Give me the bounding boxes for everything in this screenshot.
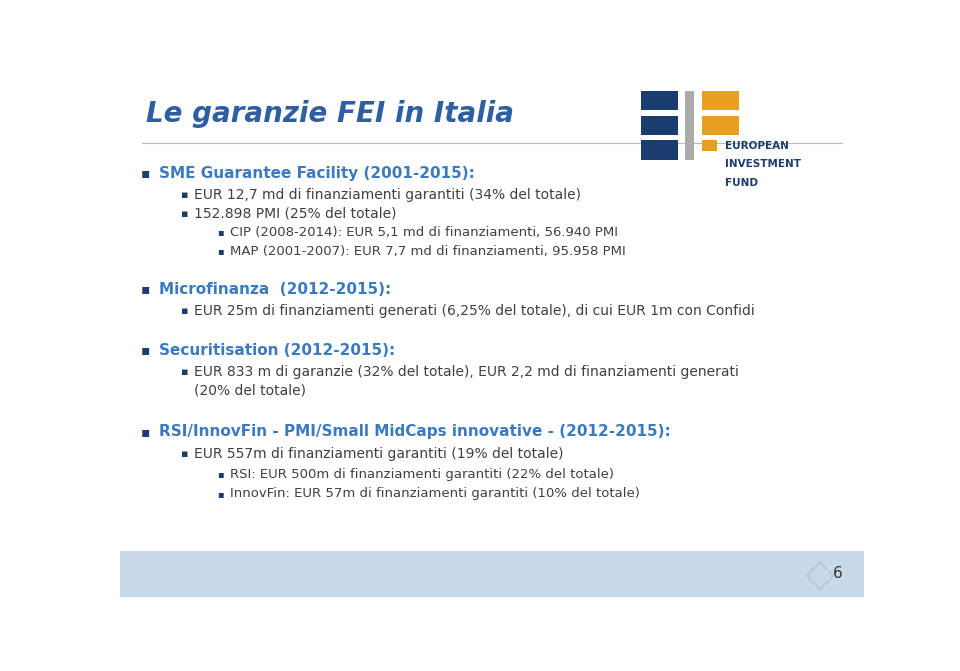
Text: EUR 833 m di garanzie (32% del totale), EUR 2,2 md di finanziamenti generati: EUR 833 m di garanzie (32% del totale), … [194, 365, 739, 379]
Text: EUR 12,7 md di finanziamenti garantiti (34% del totale): EUR 12,7 md di finanziamenti garantiti (… [194, 189, 582, 202]
Bar [641, 115, 678, 136]
Text: Microfinanza  (2012-2015):: Microfinanza (2012-2015): [158, 282, 391, 297]
Text: ◇: ◇ [804, 555, 834, 593]
Text: ▪: ▪ [141, 282, 150, 297]
Text: InnovFin: EUR 57m di finanziamenti garantiti (10% del totale): InnovFin: EUR 57m di finanziamenti garan… [230, 487, 640, 501]
Text: ▪: ▪ [141, 166, 150, 180]
Text: SME Guarantee Facility (2001-2015):: SME Guarantee Facility (2001-2015): [158, 166, 474, 181]
Text: RSI/InnovFin - PMI/Small MidCaps innovative - (2012-2015):: RSI/InnovFin - PMI/Small MidCaps innovat… [158, 424, 670, 440]
Text: Securitisation (2012-2015):: Securitisation (2012-2015): [158, 343, 395, 358]
Text: EUROPEAN: EUROPEAN [725, 141, 789, 151]
Bar [702, 140, 717, 151]
Text: FUND: FUND [725, 178, 757, 188]
Text: ▪: ▪ [217, 469, 224, 479]
Text: ▪: ▪ [181, 448, 188, 458]
Text: ▪: ▪ [141, 344, 150, 357]
Text: ▪: ▪ [217, 246, 224, 256]
Text: CIP (2008-2014): EUR 5,1 md di finanziamenti, 56.940 PMI: CIP (2008-2014): EUR 5,1 md di finanziam… [230, 226, 618, 239]
Text: ▪: ▪ [141, 425, 150, 439]
Text: ▪: ▪ [217, 489, 224, 499]
Bar [685, 91, 694, 160]
Text: INVESTMENT: INVESTMENT [725, 160, 801, 170]
Text: ▪: ▪ [181, 209, 188, 219]
Text: (20% del totale): (20% del totale) [194, 384, 306, 397]
Text: ▪: ▪ [181, 190, 188, 200]
Text: EUR 25m di finanziamenti generati (6,25% del totale), di cui EUR 1m con Confidi: EUR 25m di finanziamenti generati (6,25%… [194, 304, 756, 318]
Text: ▪: ▪ [181, 367, 188, 377]
Text: 152.898 PMI (25% del totale): 152.898 PMI (25% del totale) [194, 207, 396, 221]
Bar [641, 91, 678, 111]
Bar [702, 115, 739, 136]
Text: 6: 6 [833, 566, 843, 582]
Text: ▪: ▪ [181, 306, 188, 316]
Text: MAP (2001-2007): EUR 7,7 md di finanziamenti, 95.958 PMI: MAP (2001-2007): EUR 7,7 md di finanziam… [230, 244, 626, 258]
Bar [702, 91, 739, 111]
Text: Le garanzie FEI in Italia: Le garanzie FEI in Italia [146, 100, 514, 128]
Text: ◇: ◇ [823, 560, 846, 588]
Text: ▪: ▪ [217, 227, 224, 238]
Text: RSI: EUR 500m di finanziamenti garantiti (22% del totale): RSI: EUR 500m di finanziamenti garantiti… [230, 468, 614, 480]
Text: EUR 557m di finanziamenti garantiti (19% del totale): EUR 557m di finanziamenti garantiti (19%… [194, 447, 564, 460]
Bar [641, 140, 678, 160]
Bar [120, 551, 864, 597]
